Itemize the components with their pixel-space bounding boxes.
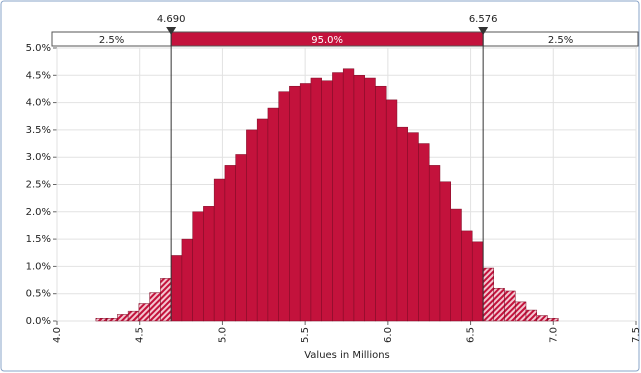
x-tick-label: 5.5	[300, 327, 311, 343]
x-tick-label: 4.0	[52, 327, 63, 343]
bar	[418, 143, 430, 322]
bar	[482, 267, 494, 322]
bar	[224, 165, 236, 322]
x-tick-label: 4.5	[135, 327, 146, 343]
bar	[203, 206, 215, 322]
bar	[332, 72, 344, 322]
y-tick-label: 2.0%	[26, 207, 51, 218]
bar	[149, 292, 161, 322]
bar	[493, 287, 505, 322]
bar	[246, 129, 258, 322]
bar	[192, 211, 204, 322]
y-tick-label: 4.5%	[26, 70, 51, 81]
bar	[461, 230, 473, 322]
bar	[353, 75, 365, 322]
band-label: 95.0%	[311, 35, 343, 46]
bar	[525, 309, 537, 322]
x-tick-label: 6.5	[466, 327, 477, 343]
bar	[364, 77, 376, 322]
bar	[181, 238, 193, 322]
y-tick-label: 4.0%	[26, 98, 51, 109]
bar	[439, 181, 451, 322]
y-tick-label: 3.0%	[26, 152, 51, 163]
bar	[504, 290, 516, 322]
y-tick-label: 1.0%	[26, 261, 51, 272]
bar	[310, 77, 322, 322]
bar	[321, 80, 333, 322]
y-tick-label: 1.5%	[26, 234, 51, 245]
band-label: 2.5%	[99, 35, 124, 46]
bar	[127, 310, 140, 322]
bar	[256, 118, 269, 322]
y-tick-label: 3.5%	[26, 125, 51, 136]
y-tick-label: 0.5%	[26, 289, 51, 300]
x-axis-label: Values in Millions	[304, 350, 390, 361]
bar	[375, 85, 387, 322]
bar	[117, 314, 129, 322]
bar	[95, 318, 107, 322]
bar	[267, 107, 279, 322]
x-tick-label: 6.0	[383, 327, 394, 343]
bar	[471, 241, 484, 322]
bar	[160, 278, 172, 322]
bar	[138, 303, 150, 322]
y-tick-label: 0.0%	[26, 316, 51, 327]
bar	[514, 301, 527, 322]
x-tick-label: 7.5	[631, 327, 641, 343]
bar	[289, 85, 301, 322]
x-tick-label: 5.0	[217, 327, 228, 343]
bar	[278, 91, 290, 322]
bar	[342, 68, 355, 322]
bar	[407, 132, 419, 322]
bar	[536, 315, 548, 322]
bar	[170, 255, 183, 322]
bar	[428, 165, 441, 322]
y-tick-label: 2.5%	[26, 180, 51, 191]
bar	[385, 99, 398, 322]
x-tick-label: 7.0	[548, 327, 559, 343]
marker-label: 4.690	[157, 14, 186, 25]
marker-label: 6.576	[469, 14, 498, 25]
bar	[299, 83, 312, 322]
bar	[450, 208, 462, 322]
bar	[106, 318, 118, 322]
marker-triangle	[166, 27, 177, 35]
band-label: 2.5%	[548, 35, 573, 46]
bar	[235, 154, 247, 322]
marker-triangle	[478, 27, 489, 35]
bar	[547, 318, 559, 322]
bar	[396, 126, 408, 322]
y-tick-label: 5.0%	[26, 43, 51, 54]
bar	[213, 178, 226, 322]
